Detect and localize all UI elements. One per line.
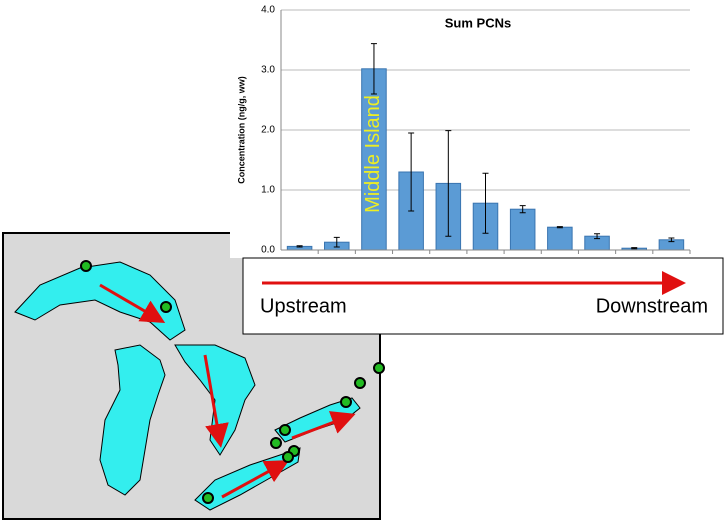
error-bar bbox=[296, 245, 303, 248]
error-bar bbox=[556, 226, 563, 229]
error-bar bbox=[408, 132, 415, 212]
direction-box bbox=[242, 257, 724, 335]
upstream-label: Upstream bbox=[260, 295, 347, 317]
y-tick-label: 0.0 bbox=[261, 245, 275, 256]
bar-annotation: Middle Island bbox=[362, 95, 384, 213]
site bbox=[282, 451, 294, 463]
y-tick-label: 1.0 bbox=[261, 185, 275, 196]
flow-arrow bbox=[99, 283, 166, 324]
error-bar bbox=[445, 130, 452, 237]
error-bar bbox=[631, 247, 638, 250]
lake-michigan bbox=[99, 344, 166, 496]
sites bbox=[80, 260, 385, 504]
error-bar bbox=[482, 172, 489, 234]
error-bar bbox=[370, 43, 377, 95]
site bbox=[279, 424, 291, 436]
error-bar bbox=[333, 236, 340, 248]
flow-arrow bbox=[221, 460, 290, 499]
flow-arrows bbox=[99, 283, 356, 499]
flow-arrow bbox=[203, 354, 229, 448]
site bbox=[270, 437, 282, 449]
y-tick-label: 2.0 bbox=[261, 125, 275, 136]
y-tick-label: 4.0 bbox=[261, 5, 275, 16]
y-tick-label: 3.0 bbox=[261, 65, 275, 76]
chart-title: Sum PCNs bbox=[445, 15, 511, 30]
error-bar bbox=[594, 233, 601, 240]
site bbox=[160, 301, 172, 313]
error-bar bbox=[668, 237, 675, 243]
site bbox=[340, 396, 352, 408]
site bbox=[202, 492, 214, 504]
site bbox=[354, 377, 366, 389]
flow-arrow bbox=[291, 411, 356, 440]
error-bar bbox=[519, 205, 526, 214]
y-axis-label: Concentration (ng/g, ww) bbox=[236, 76, 246, 184]
bar bbox=[547, 226, 573, 251]
downstream-label: Downstream bbox=[596, 295, 708, 317]
site bbox=[80, 260, 92, 272]
bar bbox=[509, 208, 536, 251]
site bbox=[373, 362, 385, 374]
